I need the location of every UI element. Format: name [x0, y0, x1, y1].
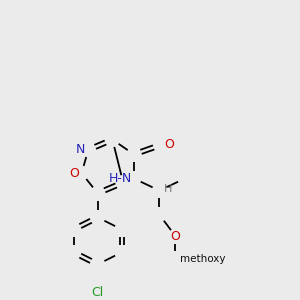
- Text: Cl: Cl: [92, 286, 104, 299]
- Text: H-N: H-N: [109, 172, 132, 185]
- Text: N: N: [76, 143, 86, 156]
- Text: O: O: [69, 167, 79, 180]
- Text: H: H: [164, 184, 172, 194]
- Text: O: O: [164, 139, 174, 152]
- Text: O: O: [170, 230, 180, 243]
- Text: methoxy: methoxy: [180, 254, 226, 264]
